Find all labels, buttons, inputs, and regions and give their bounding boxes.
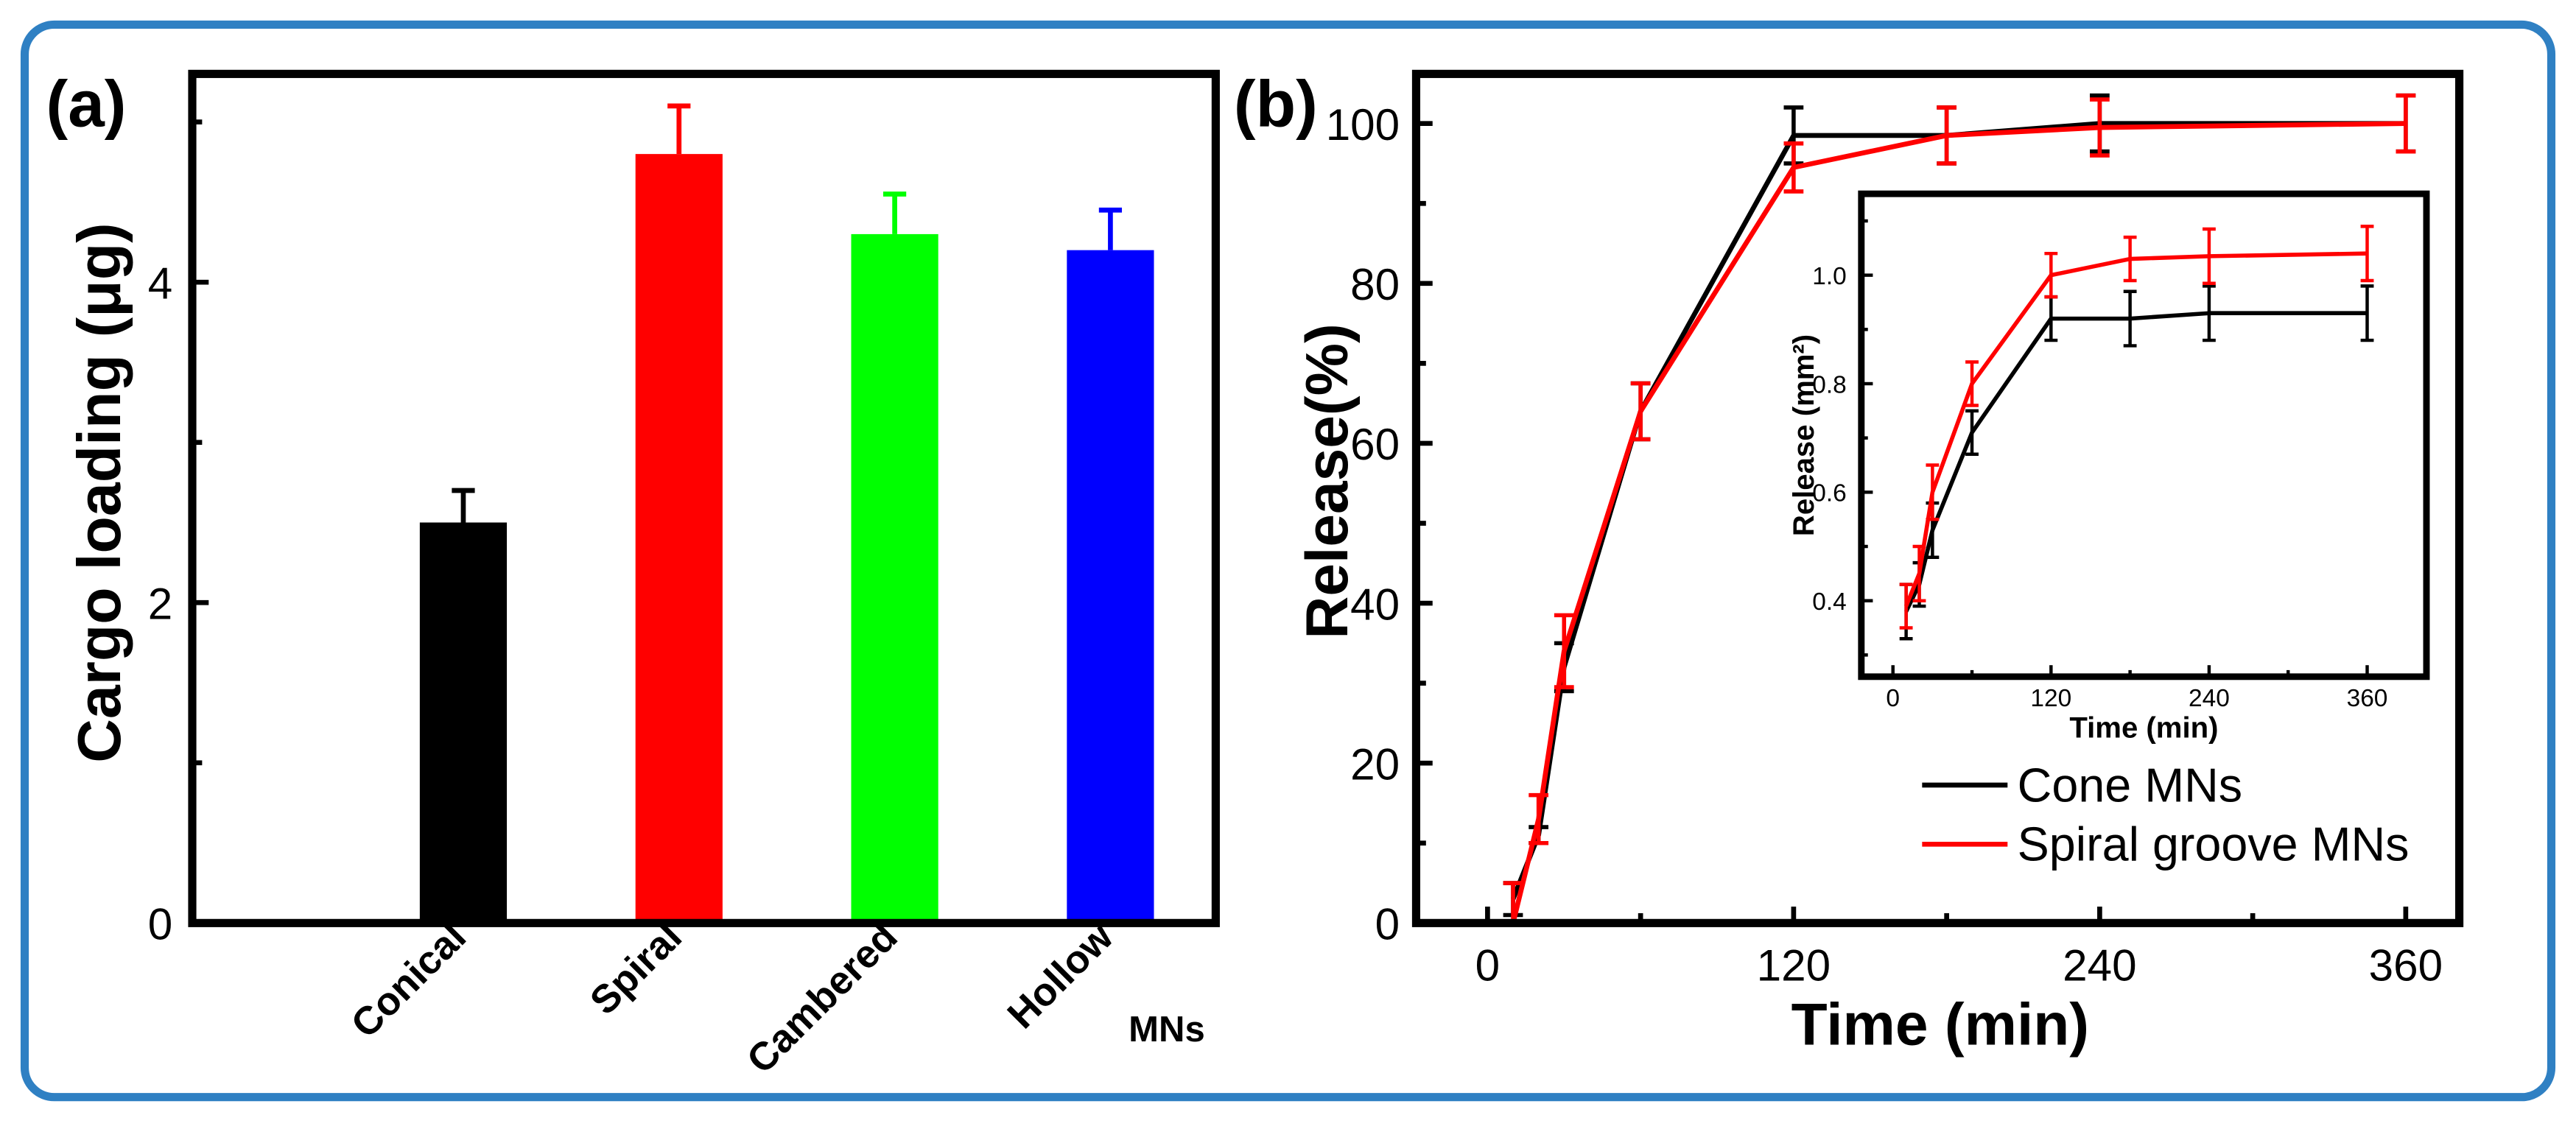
inset-xtick-label: 0 (1886, 685, 1900, 712)
legend-label-cone-mns: Cone MNs (2018, 758, 2242, 812)
panel-b-label: (b) (1234, 67, 1318, 141)
legend-entry-cone-mns: Cone MNs (1922, 758, 2242, 812)
panel-b-xtick-label: 360 (2369, 940, 2443, 990)
bar-spiral (635, 154, 723, 924)
inset-xtick-label: 360 (2347, 685, 2388, 712)
panel-b-xtick-label: 240 (2063, 940, 2136, 990)
panel-b-ytick-label: 80 (1350, 259, 1400, 309)
panel-b-ytick-label: 20 (1350, 739, 1400, 789)
inset-y-axis-title: Release (mm²) (1787, 334, 1820, 536)
panel-a-y-axis-title: Cargo loading (μg) (66, 222, 133, 762)
inset-xtick-label: 240 (2189, 685, 2230, 712)
panel-a-plot-frame (188, 69, 1220, 927)
panel-b-ytick-label: 60 (1350, 419, 1400, 469)
inset-ytick-label: 0.8 (1812, 371, 1846, 398)
inset-ytick-label: 0.6 (1812, 480, 1846, 507)
panel-b-ytick-label: 100 (1326, 99, 1400, 150)
inset-plot-frame (1858, 190, 2430, 680)
panel-b-plot-frame (1411, 69, 2464, 927)
panel-b-ytick-label: 40 (1350, 579, 1400, 629)
legend-label-spiral-groove-mns: Spiral groove MNs (2018, 817, 2410, 871)
inset-ytick-label: 0.4 (1812, 588, 1846, 616)
panel-b-y-axis-title: Release(%) (1294, 323, 1361, 639)
legend-entry-spiral-groove-mns: Spiral groove MNs (1922, 817, 2409, 871)
panel-b-series-spiral-groove-mns (1503, 93, 2416, 924)
inset-ytick-label: 1.0 (1812, 263, 1846, 290)
inset-xtick-label: 120 (2030, 685, 2071, 712)
panel-a-ytick-label: 0 (148, 899, 172, 949)
bar-cambered (851, 233, 938, 924)
panel-a-label: (a) (46, 67, 127, 141)
bar-hollow (1067, 250, 1154, 924)
panel-b-spiral-groove-mns-line (1510, 121, 2406, 924)
panel-b-ytick-label: 0 (1375, 899, 1400, 949)
panel-b-x-axis-title: Time (min) (1791, 991, 2089, 1058)
bar-conical (419, 522, 508, 924)
panel-a-ytick-label: 2 (148, 579, 172, 629)
inset-cone-mns-line (1904, 311, 2368, 613)
panel-b-xtick-label: 0 (1475, 940, 1500, 990)
panel-b-spiral-groove-mns-point (1503, 881, 1523, 924)
inset-background (1861, 194, 2426, 677)
panel-b-marks: 0 120 240 360 0 20 40 60 80 100 (1326, 93, 2443, 990)
panel-b-xtick-label: 120 (1757, 940, 1831, 990)
panel-a-x-axis-title: MNs (1129, 1010, 1205, 1049)
inset-series-spiral-groove-mns (1899, 225, 2374, 630)
panel-a-ytick-label: 4 (148, 258, 172, 308)
inset-spiral-groove-mns-line (1904, 251, 2368, 608)
inset-x-axis-title: Time (min) (2069, 711, 2218, 744)
